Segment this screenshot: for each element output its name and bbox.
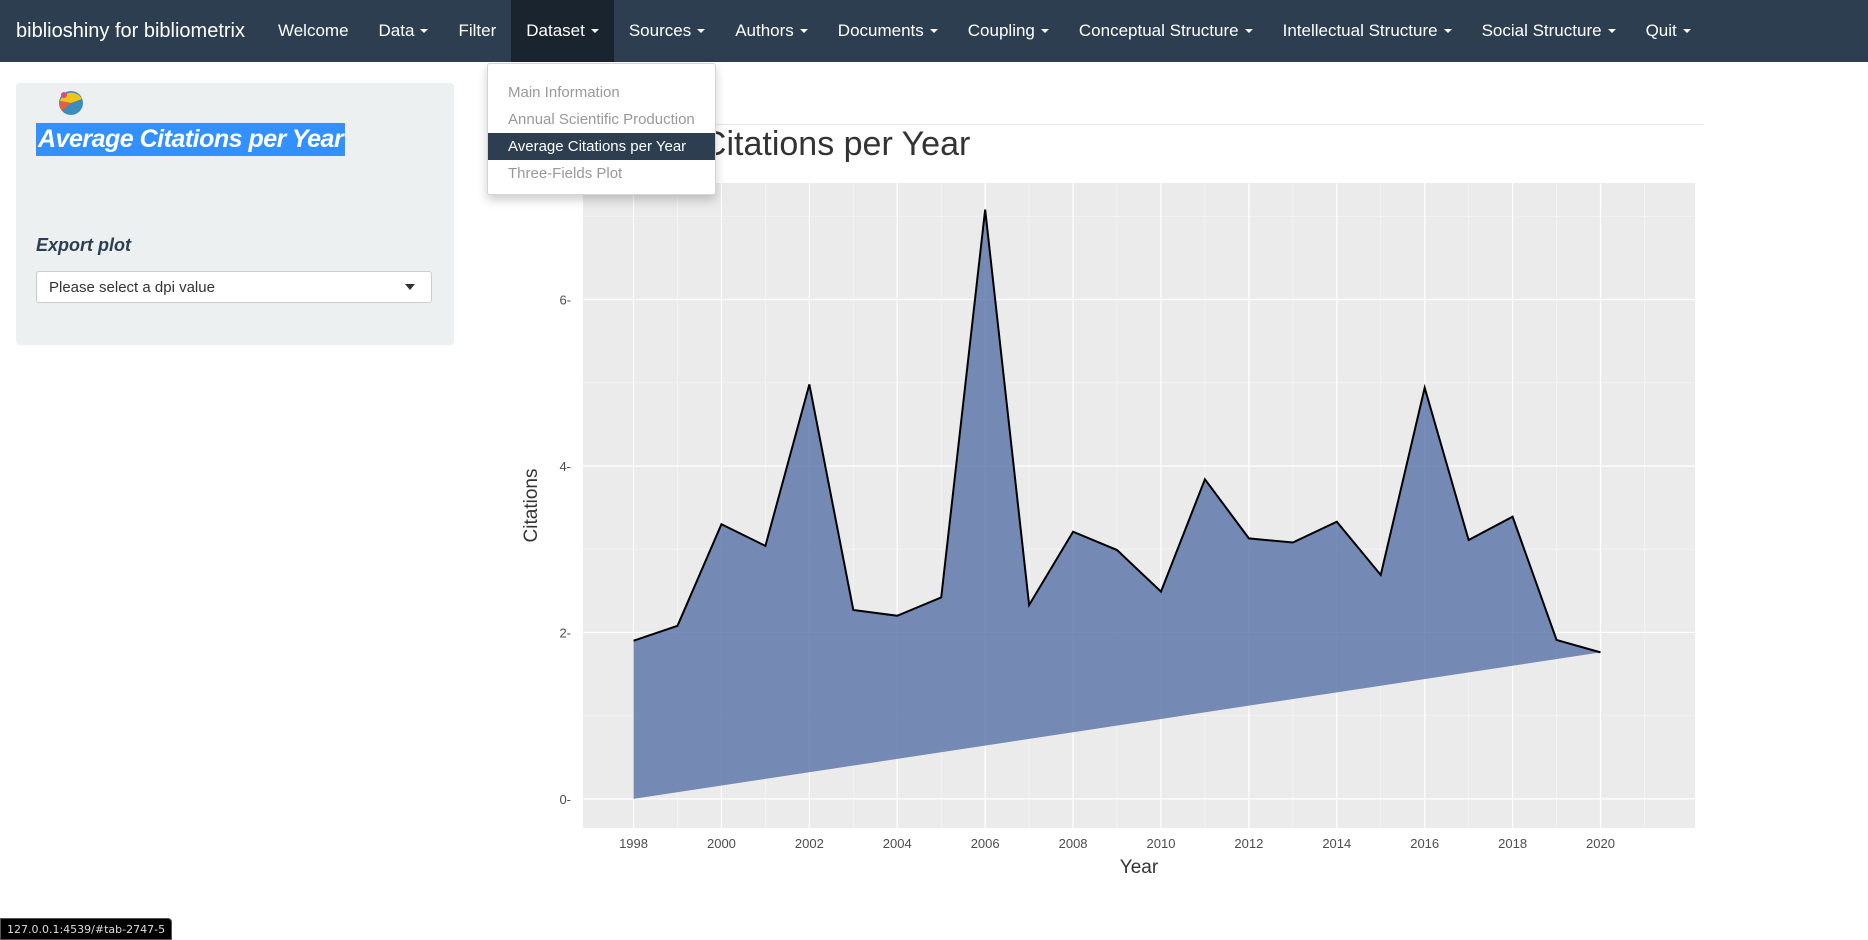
x-tick-label: 2020 bbox=[1586, 836, 1615, 851]
nav-item-coupling[interactable]: Coupling bbox=[953, 0, 1064, 62]
nav-item-label: Conceptual Structure bbox=[1078, 21, 1239, 40]
caret-down-icon bbox=[1040, 29, 1049, 33]
x-tick-label: 2008 bbox=[1059, 836, 1088, 851]
dropdown-item-annual-scientific-production[interactable]: Annual Scientific Production bbox=[508, 111, 695, 128]
nav-item-label: Dataset bbox=[526, 21, 585, 40]
x-tick-label: 2000 bbox=[707, 836, 736, 851]
caret-down-icon bbox=[1607, 29, 1616, 33]
y-axis-label: Citations bbox=[521, 469, 542, 543]
nav-item-label: Welcome bbox=[277, 21, 349, 40]
nav-item-dataset[interactable]: Dataset bbox=[511, 0, 614, 62]
x-tick-label: 2010 bbox=[1147, 836, 1176, 851]
caret-down-icon bbox=[697, 29, 706, 33]
nav-item-conceptual-structure[interactable]: Conceptual Structure bbox=[1064, 0, 1268, 62]
page-title: Average Citations per Year bbox=[36, 123, 346, 156]
navbar: biblioshiny for bibliometrix Welcome Data… bbox=[0, 0, 1868, 62]
citations-line bbox=[633, 209, 1601, 654]
chevron-down-icon bbox=[405, 284, 415, 290]
x-axis-label: Year bbox=[1120, 857, 1159, 878]
caret-down-icon bbox=[590, 29, 599, 33]
nav-item-label: Authors bbox=[735, 21, 794, 40]
caret-down-icon bbox=[420, 29, 429, 33]
status-url: 127.0.0.1:4539/#tab-2747-5 bbox=[0, 918, 173, 940]
dropdown-item-main-information[interactable]: Main Information bbox=[508, 84, 620, 101]
nav-item-intellectual-structure[interactable]: Intellectual Structure bbox=[1268, 0, 1467, 62]
y-tick-label: 0- bbox=[559, 792, 571, 807]
nav-item-label: Intellectual Structure bbox=[1282, 21, 1438, 40]
nav-item-label: Coupling bbox=[967, 21, 1035, 40]
nav-item-quit[interactable]: Quit bbox=[1631, 0, 1706, 62]
nav-item-filter[interactable]: Filter bbox=[443, 0, 511, 62]
x-tick-label: 2002 bbox=[795, 836, 824, 851]
nav-menu: Welcome Data Filter Dataset Sources Authors Do… bbox=[263, 0, 1706, 62]
caret-down-icon bbox=[1443, 29, 1452, 33]
dpi-select[interactable]: Please select a dpi value bbox=[36, 271, 432, 303]
nav-item-label: Sources bbox=[628, 21, 692, 40]
caret-down-icon bbox=[929, 29, 938, 33]
caret-down-icon bbox=[799, 29, 808, 33]
caret-down-icon bbox=[1244, 29, 1253, 33]
dropdown-item-three-fields-plot[interactable]: Three-Fields Plot bbox=[508, 165, 623, 182]
sidebar-panel: Average Citations per Year Export plot P… bbox=[16, 83, 454, 345]
nav-item-welcome[interactable]: Welcome bbox=[263, 0, 364, 62]
caret-down-icon bbox=[1682, 29, 1691, 33]
y-tick-label: 2- bbox=[559, 625, 571, 640]
nav-item-social-structure[interactable]: Social Structure bbox=[1467, 0, 1631, 62]
nav-item-documents[interactable]: Documents bbox=[823, 0, 953, 62]
y-tick-label: 4- bbox=[559, 459, 571, 474]
nav-item-label: Documents bbox=[837, 21, 924, 40]
x-tick-label: 2016 bbox=[1410, 836, 1439, 851]
y-tick-label: 6- bbox=[559, 293, 571, 308]
nav-item-label: Data bbox=[378, 21, 415, 40]
x-tick-label: 2006 bbox=[971, 836, 1000, 851]
x-tick-label: 2012 bbox=[1234, 836, 1263, 851]
dataset-dropdown-menu: Main Information Annual Scientific Produc… bbox=[487, 63, 716, 195]
app-brand[interactable]: biblioshiny for bibliometrix bbox=[16, 19, 245, 42]
nav-item-authors[interactable]: Authors bbox=[720, 0, 823, 62]
nav-item-label: Quit bbox=[1645, 21, 1677, 40]
dpi-select-placeholder: Please select a dpi value bbox=[49, 278, 215, 296]
nav-item-data[interactable]: Data bbox=[364, 0, 444, 62]
citations-area bbox=[633, 209, 1601, 799]
x-tick-label: 2014 bbox=[1322, 836, 1351, 851]
bibliometrix-logo-icon bbox=[59, 91, 83, 115]
dropdown-item-average-citations-per-year[interactable]: Average Citations per Year bbox=[488, 133, 715, 160]
x-tick-label: 2004 bbox=[883, 836, 912, 851]
divider bbox=[500, 124, 1704, 125]
nav-item-label: Social Structure bbox=[1481, 21, 1602, 40]
nav-item-label: Filter bbox=[458, 21, 497, 40]
nav-item-sources[interactable]: Sources bbox=[614, 0, 720, 62]
x-tick-label: 2018 bbox=[1498, 836, 1527, 851]
export-plot-label: Export plot bbox=[36, 235, 131, 255]
x-tick-label: 1998 bbox=[619, 836, 648, 851]
